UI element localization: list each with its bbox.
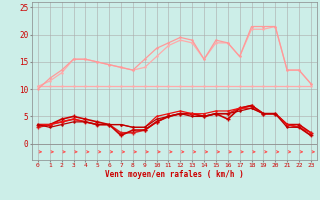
X-axis label: Vent moyen/en rafales ( km/h ): Vent moyen/en rafales ( km/h ) <box>105 170 244 179</box>
